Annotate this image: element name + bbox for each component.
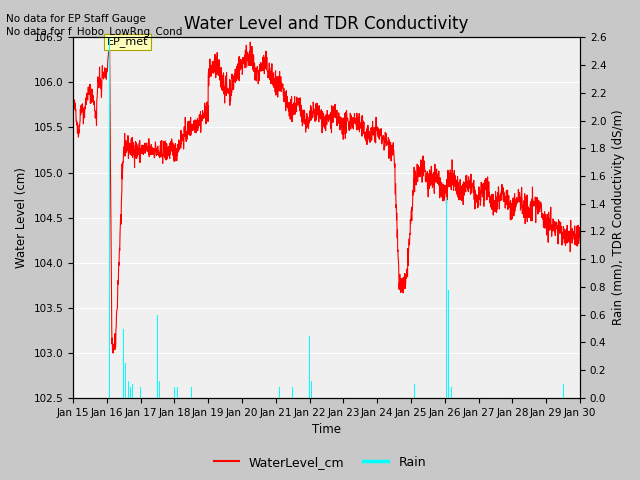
Bar (448, 290, 449, 398)
Y-axis label: Water Level (cm): Water Level (cm) (15, 167, 28, 268)
Bar (292, 387, 293, 398)
Bar (109, 37, 110, 398)
Bar (446, 197, 447, 398)
Bar (449, 381, 451, 398)
Bar (157, 315, 158, 398)
Bar (416, 287, 417, 398)
Title: Water Level and TDR Conductivity: Water Level and TDR Conductivity (184, 15, 468, 33)
Bar (279, 387, 280, 398)
Bar (140, 387, 141, 398)
Bar (177, 387, 178, 398)
Bar (451, 387, 452, 398)
Bar (563, 384, 564, 398)
Text: No data for EP Staff Gauge
No data for f_Hobo_LowRng_Cond: No data for EP Staff Gauge No data for f… (6, 14, 183, 37)
Bar (176, 387, 177, 398)
Bar (414, 384, 415, 398)
Bar (191, 387, 192, 398)
Bar (125, 363, 126, 398)
Bar (130, 387, 131, 398)
Bar (313, 384, 314, 398)
X-axis label: Time: Time (312, 423, 341, 436)
Y-axis label: Rain (mm), TDR Conductivity (dS/m): Rain (mm), TDR Conductivity (dS/m) (612, 110, 625, 325)
Legend: WaterLevel_cm, Rain: WaterLevel_cm, Rain (209, 451, 431, 474)
Bar (174, 387, 175, 398)
Text: EP_met: EP_met (107, 36, 148, 48)
Bar (143, 387, 145, 398)
Bar (311, 381, 312, 398)
Bar (309, 336, 310, 398)
